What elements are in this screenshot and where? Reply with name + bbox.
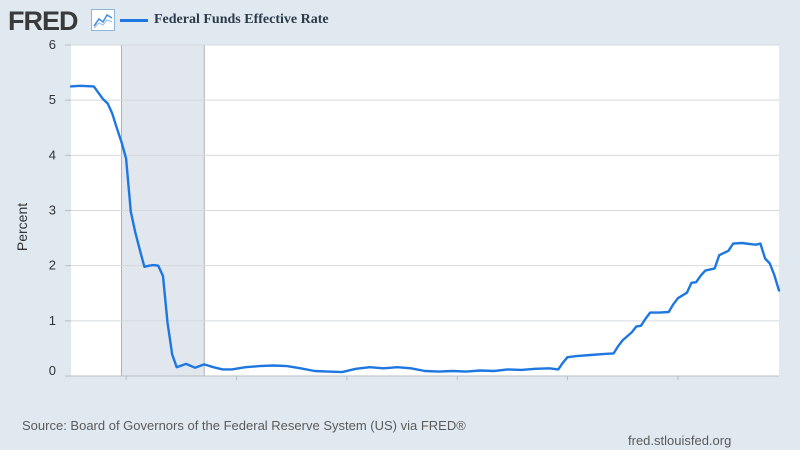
gridlines xyxy=(65,44,779,377)
y-tick-label: 4 xyxy=(49,147,56,162)
chart-header: FRED Federal Funds Effective Rate xyxy=(0,0,800,40)
y-tick-label: 6 xyxy=(49,37,56,52)
y-axis-ticks: 0 1 2 3 4 5 6 xyxy=(49,37,56,378)
y-tick-label: 1 xyxy=(49,313,56,328)
y-tick-label: 2 xyxy=(49,258,56,273)
line-chart[interactable]: 0 1 2 3 4 5 6 200820102012201420162018 Percent xyxy=(0,35,800,380)
y-axis-label: Percent xyxy=(14,203,30,251)
legend-swatch xyxy=(120,19,148,22)
trend-line-icon[interactable] xyxy=(91,9,115,31)
y-tick-label: 3 xyxy=(49,203,56,218)
source-note: Source: Board of Governors of the Federa… xyxy=(22,418,466,433)
site-link[interactable]: fred.stlouisfed.org xyxy=(628,433,732,448)
fred-logo[interactable]: FRED xyxy=(8,6,78,36)
series-line xyxy=(69,84,781,374)
y-tick-label: 5 xyxy=(49,92,56,107)
y-tick-label: 0 xyxy=(49,363,56,378)
x-axis-ticks: 200820102012201420162018 xyxy=(71,375,779,380)
legend-label: Federal Funds Effective Rate xyxy=(154,12,329,27)
series-layer xyxy=(69,84,781,374)
